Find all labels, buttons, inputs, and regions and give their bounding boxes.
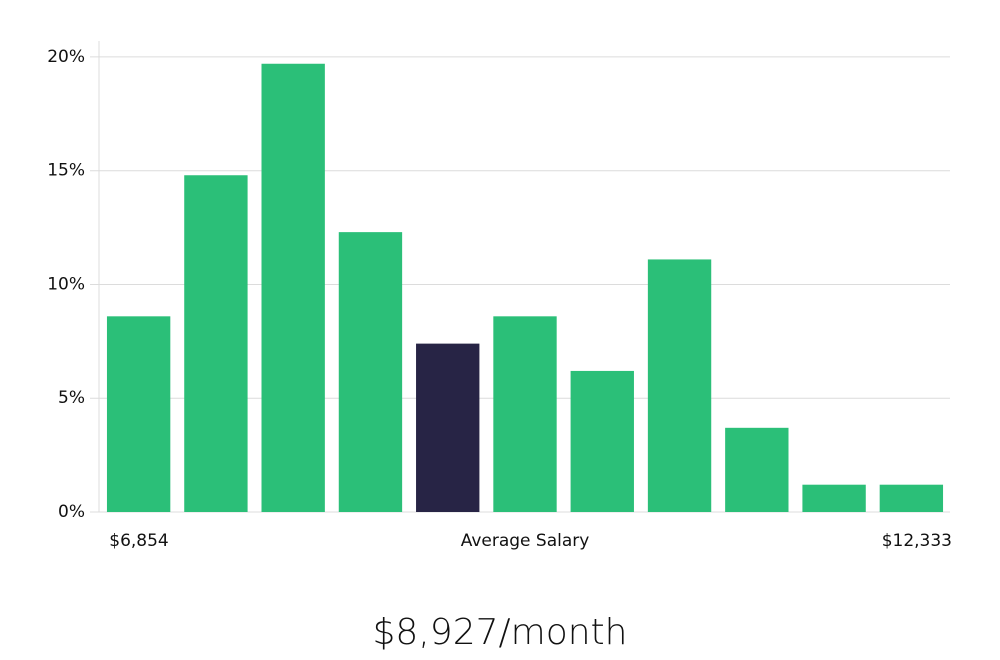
- bar: [570, 370, 634, 512]
- x-min-label: $6,854: [109, 531, 168, 551]
- bar: [802, 484, 866, 512]
- bar: [106, 316, 171, 512]
- y-tick-label: 0%: [58, 502, 85, 522]
- caption: $8,927/month: [373, 612, 628, 653]
- x-axis-label: Average Salary: [461, 531, 590, 551]
- y-tick-label: 5%: [58, 388, 85, 408]
- y-tick-label: 15%: [47, 161, 85, 181]
- y-tick-label: 20%: [47, 47, 85, 67]
- bar: [184, 175, 248, 512]
- x-max-label: $12,333: [882, 531, 952, 551]
- bar: [338, 232, 403, 512]
- bar: [416, 343, 480, 512]
- bar: [725, 427, 789, 512]
- bar: [647, 259, 712, 512]
- bar: [261, 63, 325, 512]
- bar: [493, 316, 557, 512]
- bar: [879, 484, 944, 512]
- y-tick-label: 10%: [47, 274, 85, 294]
